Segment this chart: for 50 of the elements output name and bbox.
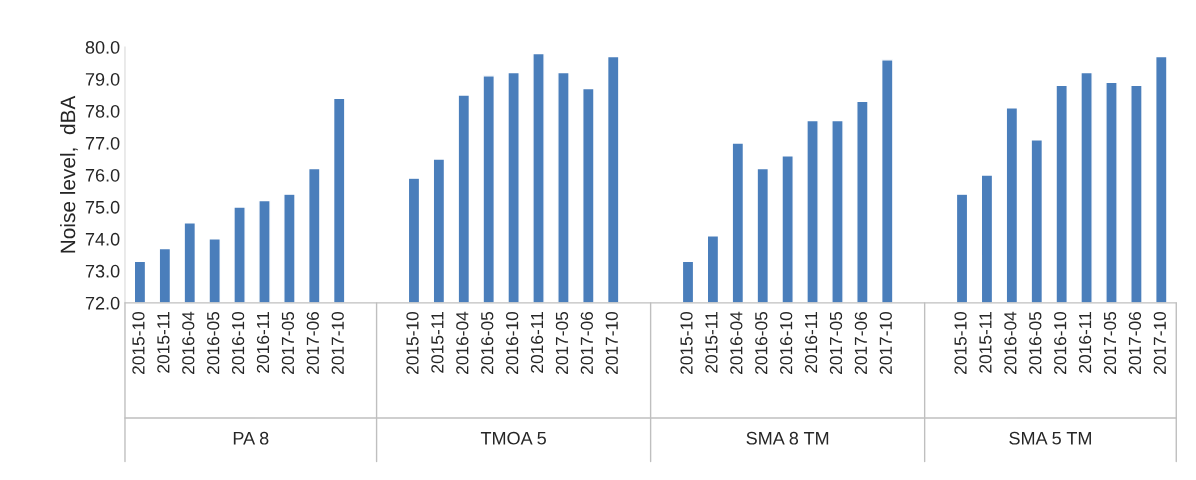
x-tick-label: 2016-11 xyxy=(256,312,270,373)
x-tick-label: 2017-10 xyxy=(879,311,892,375)
x-tick-label: 2017-10 xyxy=(1153,311,1166,375)
y-tick-label: 77.0 xyxy=(85,136,120,150)
text: SMA 8 TM xyxy=(746,431,829,445)
text: PA 8 xyxy=(233,431,269,445)
x-tick-label: 2016-04 xyxy=(1004,311,1017,375)
y-tick-label: 75.0 xyxy=(85,200,120,214)
x-tick-label: 2016-04 xyxy=(456,311,469,375)
x-tick-label: 2017-06 xyxy=(306,311,319,375)
x-tick-label: 2016-10 xyxy=(1054,311,1067,375)
y-axis-title: Noise level, dBA xyxy=(60,95,78,253)
y-tick-label: 74.0 xyxy=(85,232,120,246)
x-tick-label: 2015-10 xyxy=(954,311,967,375)
y-tick-label: 79.0 xyxy=(85,72,120,86)
x-tick-label: 2016-11 xyxy=(1078,312,1092,373)
x-tick-label: 2015-11 xyxy=(705,312,718,373)
x-tick-label: 2016-05 xyxy=(481,311,494,375)
x-tick-label: 2015-11 xyxy=(157,312,170,373)
x-tick-label: 2016-05 xyxy=(1029,311,1042,375)
x-tick-label: 2017-06 xyxy=(854,311,868,375)
y-tick-label: 78.0 xyxy=(85,104,120,118)
x-tick-label: 2015-10 xyxy=(132,311,145,375)
x-tick-label: 2017-05 xyxy=(829,311,843,375)
y-tick-label: 73.0 xyxy=(85,264,120,278)
x-tick-label: 2015-11 xyxy=(431,312,444,373)
x-tick-label: 2016-05 xyxy=(207,311,220,375)
x-tick-label: 2017-05 xyxy=(281,311,295,375)
y-tick-label: 76.0 xyxy=(85,168,120,182)
x-tick-label: 2015-10 xyxy=(680,311,693,375)
x-tick-label: 2016-10 xyxy=(231,311,245,375)
x-tick-label: 2017-10 xyxy=(605,311,618,375)
x-tick-label: 2016-11 xyxy=(804,312,818,373)
y-tick-label: 80.0 xyxy=(85,40,120,54)
x-tick-label: 2017-10 xyxy=(331,311,344,375)
x-tick-label: 2016-04 xyxy=(182,311,195,375)
x-tick-label: 2017-05 xyxy=(1103,311,1117,375)
text: SMA 5 TM xyxy=(1009,431,1091,445)
x-tick-label: 2015-11 xyxy=(979,312,992,373)
x-tick-label: 2017-05 xyxy=(555,311,569,375)
x-tick-label: 2016-04 xyxy=(730,311,743,375)
x-tick-label: 2016-05 xyxy=(755,311,768,375)
y-tick-label: 72.0 xyxy=(85,296,120,310)
x-tick-label: 2016-11 xyxy=(530,312,544,373)
x-tick-label: 2017-06 xyxy=(1128,311,1142,375)
x-tick-label: 2016-10 xyxy=(505,311,519,375)
x-tick-label: 2016-10 xyxy=(780,311,793,375)
x-tick-label: 2017-06 xyxy=(580,311,593,375)
text: TMOA 5 xyxy=(480,431,546,445)
x-tick-label: 2015-10 xyxy=(406,311,419,375)
